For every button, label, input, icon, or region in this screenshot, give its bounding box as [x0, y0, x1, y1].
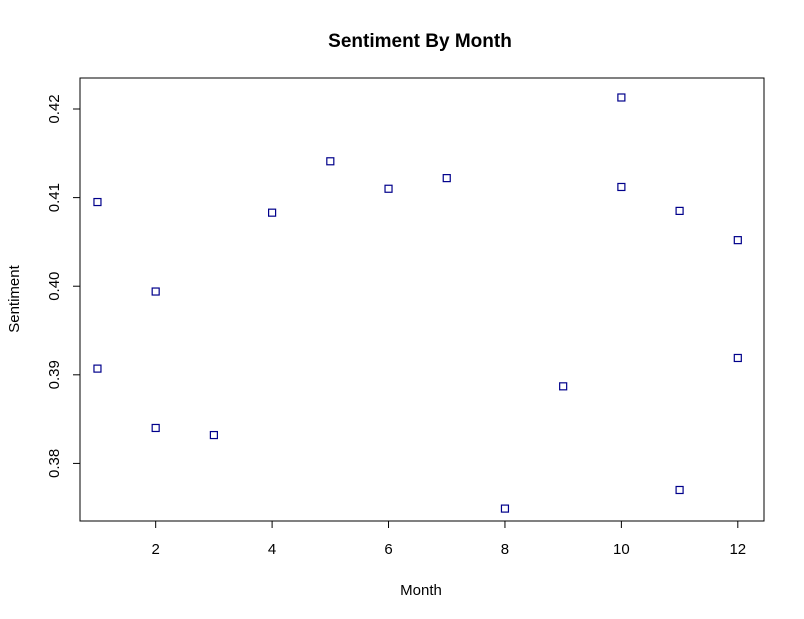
data-point — [500, 504, 510, 513]
data-point — [675, 485, 684, 495]
y-axis: 0.38 0.39 0.40 0.41 0.42 — [46, 94, 80, 478]
y-axis-label: Sentiment — [6, 264, 23, 332]
x-tick-label: 6 — [384, 541, 392, 558]
x-tick-label: 4 — [268, 541, 276, 558]
data-point — [151, 423, 160, 433]
x-tick-label: 8 — [501, 541, 509, 558]
x-axis: 2 4 6 8 10 12 — [152, 521, 746, 558]
data-point — [151, 287, 160, 296]
data-point — [268, 208, 277, 217]
y-tick-label: 0.39 — [46, 360, 63, 389]
data-point — [733, 236, 742, 245]
y-tick-label: 0.42 — [46, 94, 63, 123]
data-point — [733, 353, 742, 363]
data-point — [93, 197, 102, 207]
data-point — [326, 157, 335, 166]
data-point — [559, 382, 568, 391]
data-point — [209, 430, 218, 440]
x-tick-label: 12 — [729, 541, 746, 558]
plot-frame — [79, 77, 765, 522]
y-tick-label: 0.41 — [46, 183, 63, 212]
data-point — [93, 364, 102, 373]
data-point — [617, 182, 626, 192]
y-tick-label: 0.40 — [46, 272, 63, 301]
y-tick-label: 0.38 — [46, 449, 63, 478]
x-axis-label: Month — [400, 582, 442, 599]
data-point — [617, 93, 626, 102]
data-points — [93, 93, 742, 513]
x-tick-label: 10 — [613, 541, 630, 558]
data-point — [384, 184, 393, 193]
x-tick-label: 2 — [152, 541, 160, 558]
chart-title: Sentiment By Month — [328, 31, 512, 52]
data-point — [675, 206, 684, 215]
data-point — [442, 174, 451, 183]
